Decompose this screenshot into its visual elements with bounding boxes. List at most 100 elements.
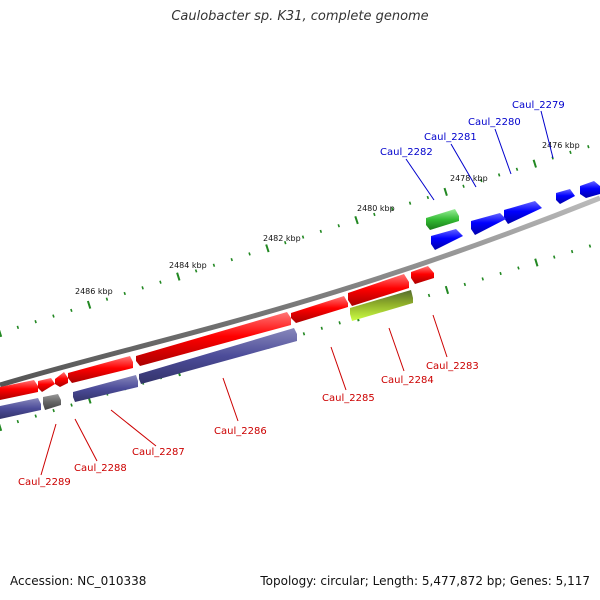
ruler-lower-tick [34, 414, 37, 418]
leader-caul-2284 [388, 327, 405, 372]
leader-caul-2285 [330, 346, 347, 391]
ruler-upper-tick [141, 286, 144, 290]
label-caul-2288[interactable]: Caul_2288 [74, 463, 127, 474]
genome-info-text: Topology: circular; Length: 5,477,872 bp… [260, 574, 590, 588]
reverse-labels: Caul_2283 Caul_2284 Caul_2285 Caul_2286 … [18, 314, 479, 488]
ruler-upper-tick [373, 212, 376, 217]
forward-strand-genes [426, 181, 600, 250]
ruler-upper-tick [443, 187, 448, 197]
gene-left-edge[interactable] [0, 380, 38, 400]
ruler-upper-tick [301, 235, 305, 239]
feature-green[interactable] [426, 209, 459, 230]
ruler-upper-tick [176, 272, 181, 281]
gene-caul-2285[interactable] [291, 296, 348, 323]
ruler-upper-tick [497, 173, 501, 177]
ruler-lower-tick [463, 282, 467, 287]
ruler-upper-tick [123, 291, 126, 296]
ruler-upper-tick [462, 184, 465, 188]
feature-purple-long[interactable] [139, 328, 297, 384]
ruler-upper-tick [16, 325, 20, 330]
gene-caul-2287[interactable] [68, 356, 133, 383]
feature-purple-left[interactable] [0, 398, 41, 419]
ruler-upper-tick [480, 178, 483, 183]
gene-caul-2282[interactable] [431, 229, 463, 250]
feature-yellow-green[interactable] [350, 290, 413, 321]
ruler-label-2476: 2476 kbp [542, 141, 580, 150]
ruler-lower-tick [588, 244, 592, 248]
ruler-label-2482: 2482 kbp [263, 234, 301, 243]
label-caul-2289[interactable]: Caul_2289 [18, 477, 71, 488]
ruler-upper-tick [587, 145, 590, 149]
leader-caul-2287 [110, 409, 157, 447]
leader-caul-2281 [450, 143, 477, 188]
ruler-label-2478: 2478 kbp [450, 174, 488, 183]
ruler-upper-tick [159, 280, 162, 284]
ruler-lower-tick [481, 277, 484, 281]
gene-caul-2280-extra[interactable] [556, 189, 575, 204]
label-caul-2280[interactable]: Caul_2280 [468, 117, 521, 128]
ruler-lower-tick [70, 403, 73, 407]
leader-caul-2289 [40, 423, 57, 476]
map-title: Caulobacter sp. K31, complete genome [171, 9, 429, 24]
leader-caul-2286 [222, 377, 239, 422]
label-caul-2286[interactable]: Caul_2286 [214, 426, 267, 437]
ruler-upper-tick [569, 150, 572, 155]
leader-caul-2282 [405, 158, 435, 201]
ruler-upper-tick [34, 320, 37, 324]
ruler-upper-tick [265, 244, 270, 253]
ruler-lower-tick [302, 332, 306, 336]
genome-backbone [0, 195, 600, 388]
ruler-upper-tick [212, 263, 216, 267]
gene-caul-2281[interactable] [471, 213, 506, 235]
feature-purple-short[interactable] [73, 375, 138, 402]
ruler-upper-tick [0, 329, 3, 338]
ruler-upper-tick [194, 269, 198, 273]
gene-caul-2283[interactable] [411, 266, 434, 284]
gene-caul-2286[interactable] [136, 312, 291, 366]
ruler-lower-tick [444, 285, 450, 295]
ruler-lower-tick [338, 321, 341, 325]
ruler-upper-tick [105, 297, 109, 301]
label-caul-2283[interactable]: Caul_2283 [426, 361, 479, 372]
gene-caul-2279[interactable] [580, 181, 600, 198]
gene-caul-2289[interactable] [38, 378, 55, 392]
feature-gray[interactable] [43, 394, 61, 410]
ruler-lower-tick [52, 408, 55, 413]
ruler-upper-tick [354, 215, 359, 225]
label-caul-2287[interactable]: Caul_2287 [132, 447, 185, 458]
leader-caul-2279 [540, 110, 554, 159]
ruler-upper-tick [70, 308, 73, 313]
label-caul-2284[interactable]: Caul_2284 [381, 375, 434, 386]
gene-caul-2280[interactable] [504, 201, 542, 224]
ruler-lower-tick [16, 419, 20, 424]
ruler-lower-tick [570, 249, 574, 254]
ruler-label-2486: 2486 kbp [75, 287, 113, 296]
ruler-track-upper [0, 145, 590, 338]
ruler-upper-tick [52, 314, 55, 318]
ruler-upper-tick [337, 224, 340, 228]
ruler-upper-tick [248, 252, 251, 256]
leader-caul-2280 [494, 128, 512, 175]
forward-labels: Caul_2279 Caul_2280 Caul_2281 Caul_2282 [380, 100, 565, 201]
companion-features [0, 290, 413, 419]
label-caul-2279[interactable]: Caul_2279 [512, 100, 565, 111]
ruler-label-2480: 2480 kbp [357, 204, 395, 213]
gene-caul-2284[interactable] [348, 274, 409, 306]
label-caul-2282[interactable]: Caul_2282 [380, 147, 433, 158]
ruler-upper-tick [532, 159, 537, 168]
label-caul-2285[interactable]: Caul_2285 [322, 393, 375, 404]
ruler-lower-tick [320, 326, 323, 330]
gene-caul-2288[interactable] [55, 372, 68, 387]
ruler-lower-tick [0, 423, 3, 432]
ruler-upper-tick [86, 300, 92, 309]
ruler-upper-tick [391, 207, 394, 211]
ruler-lower-tick [534, 258, 539, 267]
leader-caul-2283 [432, 314, 448, 358]
ruler-upper-tick [284, 240, 287, 245]
label-caul-2281[interactable]: Caul_2281 [424, 132, 477, 143]
leader-caul-2288 [74, 418, 98, 462]
ruler-upper-tick [230, 257, 233, 262]
ruler-lower-tick [427, 293, 431, 298]
ruler-lower-tick [499, 271, 502, 276]
